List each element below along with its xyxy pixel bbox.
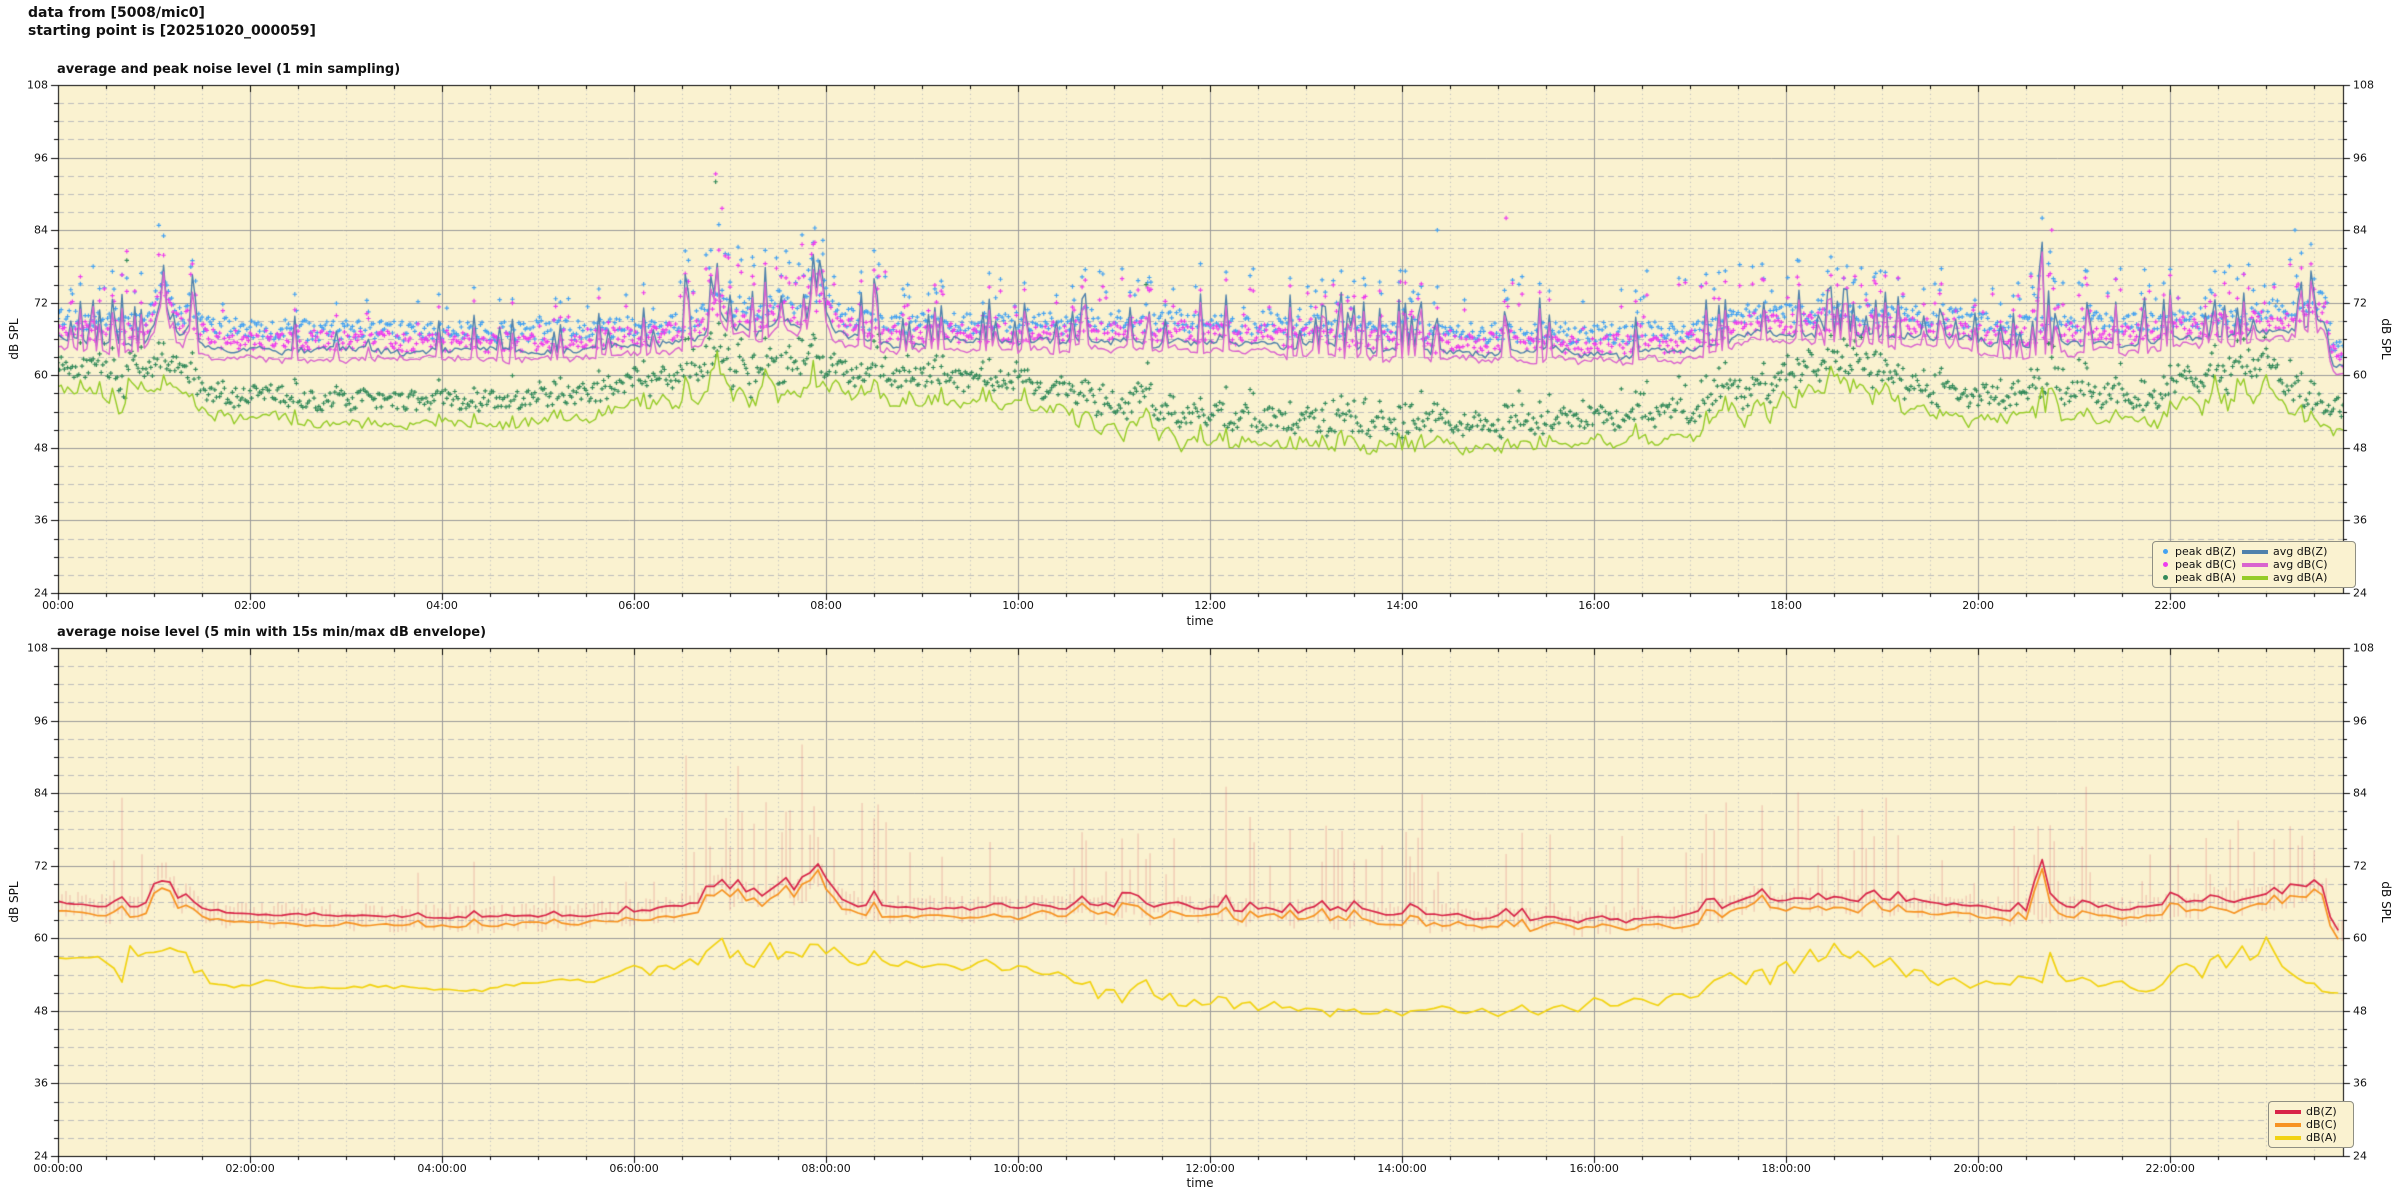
charts-canvas [0,0,2400,1200]
noise-monitor-page: data from [5008/mic0] starting point is … [0,0,2400,1200]
